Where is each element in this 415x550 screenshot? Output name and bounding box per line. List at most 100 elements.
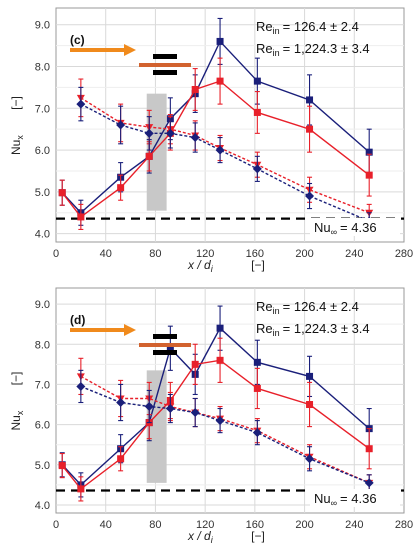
data-point-diamond bbox=[252, 428, 262, 438]
data-point-square bbox=[306, 125, 314, 133]
x-axis-label-main: x / d bbox=[187, 258, 211, 272]
y-axis-unit: [−] bbox=[9, 372, 23, 386]
x-axis-unit: [−] bbox=[251, 529, 265, 543]
x-tick-label: 200 bbox=[295, 248, 313, 260]
data-point-square bbox=[306, 372, 314, 380]
data-point-diamond bbox=[215, 145, 225, 155]
x-tick-label: 40 bbox=[100, 248, 112, 260]
data-point-diamond bbox=[190, 408, 200, 418]
schematic-black-plate bbox=[153, 70, 177, 75]
data-point-square bbox=[117, 184, 125, 192]
y-axis-label: Nux bbox=[9, 135, 25, 155]
x-tick-label: 40 bbox=[100, 519, 112, 531]
schematic-orange-plate bbox=[139, 343, 191, 347]
x-axis-label-main: x / d bbox=[187, 529, 211, 543]
data-point-square bbox=[365, 445, 373, 453]
y-tick-label: 7.0 bbox=[35, 103, 50, 115]
y-axis-label-group: Nux [−] bbox=[9, 372, 25, 431]
data-point-diamond bbox=[165, 404, 175, 414]
legend-entry-sub: in bbox=[273, 306, 280, 316]
series-blue-dotted-diamond bbox=[76, 86, 374, 231]
y-axis-label-main: Nu bbox=[9, 140, 23, 155]
x-axis-label-sub: i bbox=[211, 264, 214, 274]
panel-label: (c) bbox=[70, 33, 85, 47]
data-point-diamond bbox=[215, 416, 225, 426]
schematic-orange-plate bbox=[139, 63, 191, 67]
schematic-black-plate bbox=[153, 54, 177, 59]
legend-entry-value: = 126.4 ± 2.4 bbox=[283, 19, 359, 34]
y-axis-label-sub: x bbox=[15, 410, 25, 415]
data-point-diamond bbox=[116, 398, 126, 408]
data-point-square bbox=[306, 96, 314, 104]
y-tick-label: 6.0 bbox=[35, 145, 50, 157]
legend-entry-sub: in bbox=[273, 26, 280, 36]
legend-entry: Rein = 126.4 ± 2.4 bbox=[256, 19, 359, 36]
legend-entry: Rein = 1,224.3 ± 3.4 bbox=[256, 41, 370, 58]
data-point-square bbox=[216, 324, 224, 332]
reference-label-bg bbox=[310, 218, 400, 236]
x-axis-unit: [−] bbox=[251, 258, 265, 272]
data-point-diamond bbox=[76, 381, 86, 391]
data-point-square bbox=[306, 401, 314, 409]
flow-arrow-head bbox=[124, 44, 136, 56]
reference-label-value: = 4.36 bbox=[340, 220, 377, 235]
y-tick-label: 5.0 bbox=[35, 187, 50, 199]
y-tick-label: 4.0 bbox=[35, 229, 50, 241]
y-tick-label: 9.0 bbox=[35, 20, 50, 32]
legend-entry-main: Re bbox=[256, 321, 273, 336]
y-tick-label: 8.0 bbox=[35, 339, 50, 351]
data-point-diamond bbox=[144, 402, 154, 412]
x-tick-label: 240 bbox=[345, 519, 363, 531]
data-point-square bbox=[145, 152, 153, 160]
data-point-diamond bbox=[165, 128, 175, 138]
series-red-solid-square bbox=[58, 57, 373, 231]
legend-entry-value: = 1,224.3 ± 3.4 bbox=[283, 41, 370, 56]
reference-label: Nu∞ = 4.36 bbox=[314, 220, 377, 237]
data-point-square bbox=[365, 148, 373, 156]
x-tick-label: 80 bbox=[149, 519, 161, 531]
x-tick-label: 200 bbox=[295, 519, 313, 531]
x-tick-label: 120 bbox=[196, 519, 214, 531]
data-point-diamond bbox=[144, 128, 154, 138]
chart-panel-d: 0 40 80 120 160 200 240 280 4.0 5.0 6.0 7.0 8.0 9.0 (d… bbox=[9, 287, 413, 545]
y-tick-label: 4.0 bbox=[35, 500, 50, 512]
data-point-square bbox=[117, 455, 125, 463]
reference-label-main: Nu bbox=[314, 220, 331, 235]
data-point-square bbox=[216, 37, 224, 45]
x-tick-label: 0 bbox=[53, 248, 59, 260]
x-tick-label: 240 bbox=[345, 248, 363, 260]
data-point-square bbox=[365, 171, 373, 179]
data-point-square bbox=[58, 462, 66, 470]
x-axis-label: x / di bbox=[187, 529, 214, 545]
legend-entry: Rein = 1,224.3 ± 3.4 bbox=[256, 321, 370, 338]
x-tick-label: 160 bbox=[246, 248, 264, 260]
legend-entry-sub: in bbox=[273, 48, 280, 58]
data-point-square bbox=[77, 213, 85, 221]
x-tick-label: 120 bbox=[196, 248, 214, 260]
data-point-square bbox=[253, 77, 261, 85]
y-axis-unit: [−] bbox=[9, 96, 23, 110]
schematic-black-plate bbox=[153, 350, 177, 355]
data-point-square bbox=[253, 384, 261, 392]
data-point-square bbox=[191, 85, 199, 93]
series-line bbox=[61, 327, 370, 486]
x-tick-label: 0 bbox=[53, 519, 59, 531]
legend-entry-main: Re bbox=[256, 299, 273, 314]
data-point-square bbox=[216, 77, 224, 85]
legend-entry-value: = 126.4 ± 2.4 bbox=[283, 299, 359, 314]
x-axis-label: x / di bbox=[187, 258, 214, 274]
reference-label-sub: ∞ bbox=[331, 498, 337, 508]
legend-entry-value: = 1,224.3 ± 3.4 bbox=[283, 321, 370, 336]
y-axis-label: Nux bbox=[9, 410, 25, 430]
x-tick-label: 160 bbox=[246, 519, 264, 531]
data-point-square bbox=[77, 485, 85, 493]
legend-entry-main: Re bbox=[256, 19, 273, 34]
reference-label-bg bbox=[310, 489, 400, 507]
data-point-square bbox=[166, 344, 174, 352]
chart-panel-c: 0 40 80 120 160 200 240 280 4.0 5.0 6.0 7.0 8.0 9.0 (c… bbox=[9, 7, 413, 274]
reference-label: Nu∞ = 4.36 bbox=[314, 491, 377, 508]
legend-entry-main: Re bbox=[256, 41, 273, 56]
x-tick-label: 280 bbox=[395, 519, 413, 531]
data-point-diamond bbox=[305, 191, 315, 201]
x-axis-label-sub: i bbox=[211, 535, 214, 545]
